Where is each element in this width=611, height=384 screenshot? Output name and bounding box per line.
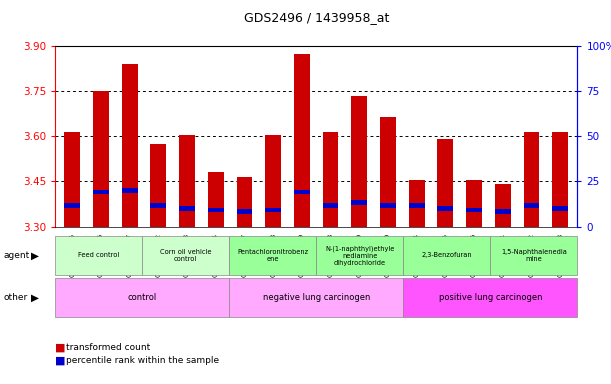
Text: Feed control: Feed control <box>78 252 119 258</box>
Bar <box>64 132 80 227</box>
Bar <box>122 64 137 227</box>
Bar <box>437 139 453 227</box>
Bar <box>316 236 403 275</box>
Bar <box>495 184 511 227</box>
Bar <box>150 203 166 208</box>
Bar <box>490 236 577 275</box>
Bar <box>466 208 482 212</box>
Text: N-(1-naphthyl)ethyle
nediamine
dihydrochloride: N-(1-naphthyl)ethyle nediamine dihydroch… <box>325 245 395 266</box>
Bar <box>122 188 137 193</box>
Bar <box>142 236 229 275</box>
Bar <box>229 236 316 275</box>
Bar <box>380 117 396 227</box>
Bar <box>179 135 195 227</box>
Bar <box>265 208 281 212</box>
Text: ■: ■ <box>55 356 65 366</box>
Bar <box>552 206 568 211</box>
Text: ▶: ▶ <box>31 293 40 303</box>
Bar <box>55 236 142 275</box>
Bar <box>93 91 109 227</box>
Bar <box>380 203 396 208</box>
Bar <box>403 278 577 317</box>
Bar <box>351 200 367 205</box>
Bar <box>208 208 224 212</box>
Text: Pentachloronitrobenz
ene: Pentachloronitrobenz ene <box>237 249 308 262</box>
Bar <box>323 132 338 227</box>
Bar <box>323 203 338 208</box>
Text: other: other <box>3 293 27 302</box>
Text: control: control <box>128 293 156 302</box>
Bar <box>236 209 252 214</box>
Bar <box>552 132 568 227</box>
Bar <box>229 278 403 317</box>
Text: GDS2496 / 1439958_at: GDS2496 / 1439958_at <box>244 12 389 25</box>
Bar <box>265 135 281 227</box>
Bar <box>466 180 482 227</box>
Bar <box>524 203 540 208</box>
Text: 1,5-Naphthalenedia
mine: 1,5-Naphthalenedia mine <box>501 249 567 262</box>
Bar <box>403 236 490 275</box>
Bar <box>150 144 166 227</box>
Bar <box>64 203 80 208</box>
Bar <box>208 172 224 227</box>
Text: agent: agent <box>3 251 29 260</box>
Bar <box>495 209 511 214</box>
Bar <box>351 96 367 227</box>
Text: transformed count: transformed count <box>66 343 150 352</box>
Text: positive lung carcinogen: positive lung carcinogen <box>439 293 542 302</box>
Text: ▶: ▶ <box>31 250 40 260</box>
Bar <box>409 180 425 227</box>
Text: ■: ■ <box>55 343 65 353</box>
Text: percentile rank within the sample: percentile rank within the sample <box>66 356 219 366</box>
Bar <box>294 54 310 227</box>
Bar <box>294 190 310 194</box>
Text: negative lung carcinogen: negative lung carcinogen <box>263 293 370 302</box>
Bar <box>93 190 109 194</box>
Bar <box>524 132 540 227</box>
Bar <box>55 278 229 317</box>
Bar <box>409 203 425 208</box>
Text: Corn oil vehicle
control: Corn oil vehicle control <box>160 249 211 262</box>
Text: 2,3-Benzofuran: 2,3-Benzofuran <box>422 252 472 258</box>
Bar <box>437 206 453 211</box>
Bar <box>179 206 195 211</box>
Bar <box>236 177 252 227</box>
